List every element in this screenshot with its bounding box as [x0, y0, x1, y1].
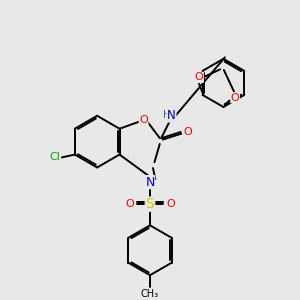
- Text: Cl: Cl: [50, 152, 61, 163]
- Text: O: O: [183, 127, 192, 137]
- Text: O: O: [195, 72, 203, 82]
- Text: N: N: [167, 109, 176, 122]
- Text: S: S: [146, 197, 154, 211]
- Text: O: O: [166, 199, 175, 209]
- Text: CH₃: CH₃: [141, 289, 159, 299]
- Text: O: O: [125, 199, 134, 209]
- Text: H: H: [163, 110, 170, 120]
- Text: N: N: [145, 176, 155, 189]
- Text: O: O: [231, 93, 239, 103]
- Text: O: O: [139, 115, 148, 125]
